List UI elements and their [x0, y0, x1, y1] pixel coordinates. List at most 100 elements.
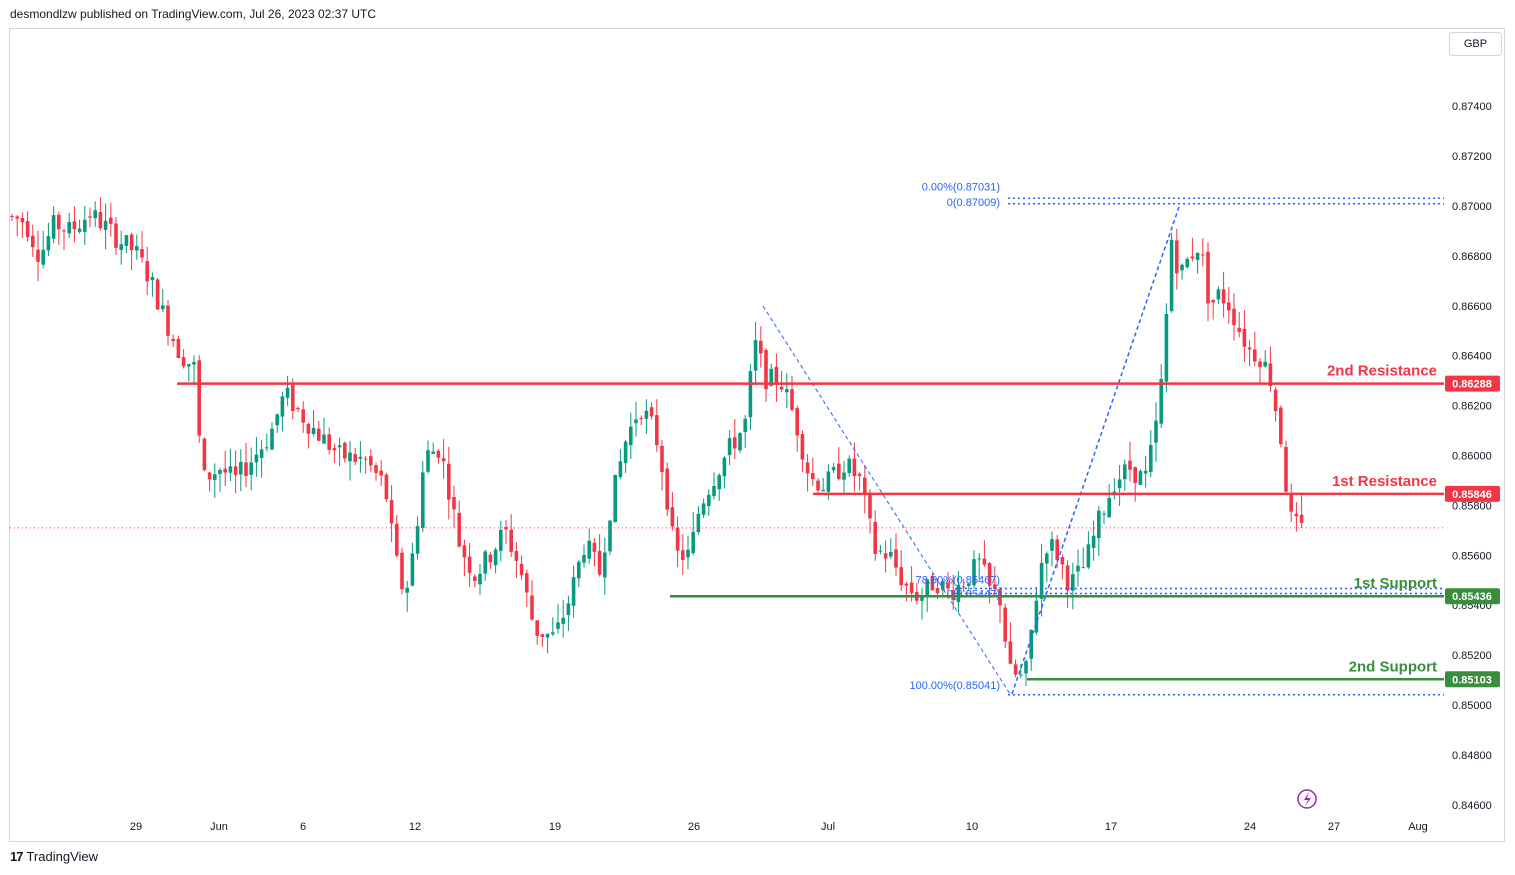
- candle-body: [577, 561, 581, 579]
- price-tag: [1445, 375, 1500, 392]
- candle-body: [759, 340, 763, 354]
- candle-body: [738, 433, 742, 451]
- candle-body: [202, 438, 207, 471]
- candle-body: [920, 597, 924, 601]
- candle-body: [140, 249, 144, 258]
- candle-body: [1195, 252, 1200, 260]
- candle-body: [1263, 361, 1267, 367]
- y-axis-tick: 0.86000: [1452, 451, 1492, 463]
- candle-body: [1003, 607, 1007, 642]
- candle-body: [83, 219, 87, 232]
- candle-body: [613, 474, 617, 523]
- candle-body: [431, 451, 435, 455]
- candle-body: [369, 456, 373, 466]
- candle-body: [228, 466, 233, 473]
- candle-body: [1242, 328, 1247, 347]
- candle-body: [1190, 256, 1195, 259]
- candle-body: [322, 434, 326, 444]
- candle-body: [447, 463, 451, 500]
- candle-body: [514, 551, 519, 561]
- candle-body: [1123, 464, 1127, 480]
- candle-body: [571, 577, 576, 606]
- candle-body: [426, 450, 430, 472]
- candle-body: [675, 527, 680, 551]
- x-axis-tick: 26: [688, 821, 700, 833]
- candle-body: [1294, 513, 1299, 517]
- candle-body: [114, 223, 118, 248]
- candle-body: [244, 462, 248, 477]
- candle-body: [790, 389, 794, 410]
- candle-body: [1076, 565, 1080, 572]
- price-tag-label: 0.85103: [1452, 674, 1492, 686]
- candle-body: [395, 523, 399, 556]
- candle-body: [171, 339, 175, 342]
- y-axis-tick: 0.86600: [1452, 301, 1492, 313]
- candle-body: [311, 427, 316, 435]
- candle-body: [150, 276, 155, 281]
- fib-trendline-up: [1011, 203, 1181, 695]
- candle-body: [868, 492, 872, 519]
- level-name: 2nd Resistance: [1327, 363, 1437, 380]
- price-tag: [1445, 671, 1500, 688]
- candle-body: [993, 584, 997, 589]
- candle-body: [982, 558, 987, 565]
- candle-body: [1273, 389, 1278, 412]
- candle-body: [748, 371, 753, 418]
- candle-body: [743, 418, 747, 433]
- candle-body: [363, 458, 368, 460]
- candle-body: [1081, 567, 1085, 569]
- candle-body: [488, 554, 493, 563]
- candle-body: [379, 470, 383, 476]
- candle-body: [473, 576, 477, 581]
- currency-selector[interactable]: GBP: [1449, 32, 1502, 56]
- candle-body: [155, 279, 160, 310]
- candle-body: [909, 582, 914, 594]
- candle-body: [1086, 544, 1091, 568]
- candle-body: [592, 542, 597, 552]
- candle-body: [337, 445, 342, 448]
- y-axis-tick: 0.84600: [1452, 800, 1492, 812]
- candle-body: [213, 474, 217, 480]
- candle-body: [727, 438, 732, 456]
- candle-body: [883, 553, 888, 559]
- candle-body: [967, 583, 971, 587]
- candle-body: [207, 472, 212, 480]
- candle-body: [961, 586, 966, 588]
- candle-body: [239, 461, 243, 475]
- candle-body: [1206, 251, 1210, 304]
- candle-body: [696, 513, 701, 533]
- candle-body: [467, 556, 472, 573]
- x-axis-tick: Aug: [1408, 821, 1428, 833]
- candle-body: [31, 235, 35, 248]
- candle-body: [977, 558, 981, 560]
- fib-label: 78.60%(0.85467): [916, 574, 1000, 586]
- candle-body: [20, 218, 25, 223]
- candle-body: [670, 507, 675, 527]
- x-axis-tick: Jul: [821, 821, 835, 833]
- candle-body: [805, 462, 810, 474]
- candle-body: [1258, 361, 1262, 368]
- candle-body: [863, 477, 867, 495]
- candle-body: [1143, 470, 1148, 474]
- candle-body: [317, 428, 321, 441]
- candle-body: [10, 216, 14, 218]
- candle-body: [181, 357, 186, 367]
- candle-body: [1216, 289, 1221, 300]
- candle-body: [353, 454, 357, 462]
- candle-body: [509, 529, 513, 552]
- candle-body: [187, 364, 191, 367]
- tradingview-footer[interactable]: 17 TradingView: [10, 849, 98, 864]
- fib-label: 0(0.85447): [947, 588, 1000, 600]
- candle-body: [332, 448, 337, 451]
- y-axis-tick: 0.86800: [1452, 251, 1492, 263]
- candle-body: [717, 475, 721, 490]
- candle-body: [655, 415, 659, 446]
- candle-body: [72, 221, 77, 230]
- candle-body: [1050, 539, 1054, 551]
- candle-body: [1268, 363, 1273, 387]
- candle-body: [88, 216, 92, 218]
- y-axis-tick: 0.84800: [1452, 750, 1492, 762]
- x-axis-tick: 6: [300, 821, 306, 833]
- candle-body: [145, 261, 149, 282]
